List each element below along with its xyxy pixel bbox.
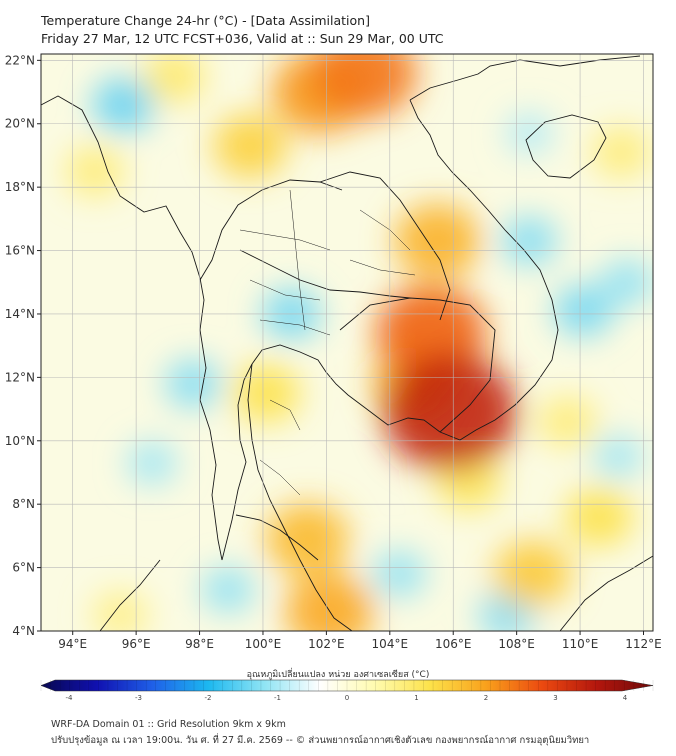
graticule: [41, 54, 653, 632]
border-malaysia: [235, 514, 319, 561]
coastline-hainan: [525, 114, 607, 179]
colorbar-tick-label: -1: [274, 694, 281, 702]
lat-tick-label: 20°N: [5, 117, 35, 131]
lon-tick-label: 98°E: [185, 637, 214, 651]
colorbar-label: อุณหภูมิเปลี่ยนแปลง หน่วย องศาเซลเซียส (…: [246, 670, 430, 680]
colorbar-tick-label: 3: [553, 694, 557, 702]
border-cambodia: [339, 297, 496, 433]
lat-tick-label: 6°N: [12, 561, 35, 575]
footer-model-info: WRF-DA Domain 01 :: Grid Resolution 9km …: [51, 719, 286, 730]
field-cell-10: [65, 145, 125, 198]
border-myanmar-thailand: [199, 179, 343, 281]
latitude-labels: 22°N 20°N 18°N 16°N 14°N 12°N 10°N 8°N 6°N 4°N: [5, 53, 41, 638]
coastline-sumatra: [99, 559, 161, 631]
lat-tick-label: 10°N: [5, 434, 35, 448]
coastline-bay-of-bengal: [41, 95, 223, 561]
colorbar-tick-label: -4: [66, 694, 74, 702]
field-cell-14: [553, 285, 613, 337]
colorbar-tick-label: 0: [345, 694, 349, 702]
lon-tick-label: 96°E: [122, 637, 151, 651]
lon-tick-label: 104°E: [372, 637, 409, 651]
field-cell-0: [505, 112, 553, 154]
field-cell-11: [537, 396, 597, 448]
lat-tick-label: 22°N: [5, 53, 35, 67]
coastline-borneo: [559, 555, 653, 631]
field-cell-21: [493, 540, 572, 608]
field-cell-15: [143, 54, 206, 104]
field-cell-7: [501, 216, 558, 266]
field-cell-6: [92, 590, 149, 631]
lon-tick-label: 110°E: [562, 637, 599, 651]
field-cell-24: [394, 203, 481, 279]
field-cell-2: [593, 434, 644, 479]
field-cell-8: [165, 359, 222, 409]
colorbar-tick-label: 2: [484, 694, 488, 702]
lon-tick-label: 112°E: [625, 637, 662, 651]
coastline-gulf-of-thailand: [251, 344, 441, 433]
lat-tick-label: 12°N: [5, 370, 35, 384]
lat-tick-label: 14°N: [5, 307, 35, 321]
map-frame: [40, 53, 654, 632]
field-cell-12: [591, 126, 651, 178]
coastline-gulf-west: [247, 363, 353, 631]
field-cell-3: [201, 566, 255, 613]
lat-tick-label: 8°N: [12, 497, 35, 511]
map-title: Temperature Change 24-hr (°C) - [Data As…: [41, 13, 370, 28]
footer-credit: ปรับปรุงข้อมูล ณ เวลา 19:00น. วัน ศ. ที่…: [51, 735, 590, 746]
field-cell-19: [232, 363, 301, 423]
province-lines-a: [239, 189, 331, 336]
coastline-vietnam: [409, 99, 559, 441]
field-cell-29: [383, 354, 517, 471]
colorbar-tick-label: -3: [135, 694, 142, 702]
colorbar: -4 -3 -2 -1 0 1 2 3 4: [40, 679, 654, 702]
colorbar-bar: [40, 679, 654, 692]
field-cell-4: [372, 550, 426, 598]
map-panel: 22°N 20°N 18°N 16°N 14°N 12°N 10°N 8°N 6°N 4°N 94…: [5, 53, 662, 651]
field-cell-5: [601, 259, 653, 306]
field-cell-1: [126, 441, 178, 485]
lat-tick-label: 4°N: [12, 624, 35, 638]
map-subtitle: Friday 27 Mar, 12 UTC FCST+036, Valid at…: [41, 31, 444, 46]
border-laos: [319, 171, 451, 321]
field-cell-27: [312, 54, 417, 119]
longitude-labels: 94°E 96°E 98°E 100°E 102°E 104°E 106°E 108°E 110…: [58, 631, 662, 651]
lon-tick-label: 106°E: [435, 637, 472, 651]
field-cell-22: [265, 502, 349, 576]
lon-tick-label: 102°E: [308, 637, 345, 651]
coastline-andaman-sea: [221, 363, 253, 561]
lat-tick-label: 18°N: [5, 180, 35, 194]
field-cell-18: [565, 487, 634, 547]
colorbar-ticks: -4 -3 -2 -1 0 1 2 3 4: [40, 680, 654, 702]
field-cell-16: [92, 77, 155, 132]
lon-tick-label: 100°E: [245, 637, 282, 651]
lon-tick-label: 108°E: [498, 637, 535, 651]
temperature-field: [65, 54, 653, 631]
lon-tick-label: 94°E: [58, 637, 87, 651]
colorbar-tick-label: -2: [205, 694, 212, 702]
field-cell-20: [213, 113, 288, 179]
colorbar-tick-label: 1: [414, 694, 418, 702]
colorbar-tick-label: 4: [623, 694, 628, 702]
field-cell-25: [285, 573, 375, 631]
lat-tick-label: 16°N: [5, 244, 35, 258]
coastline-gulf-of-tonkin: [409, 55, 641, 101]
